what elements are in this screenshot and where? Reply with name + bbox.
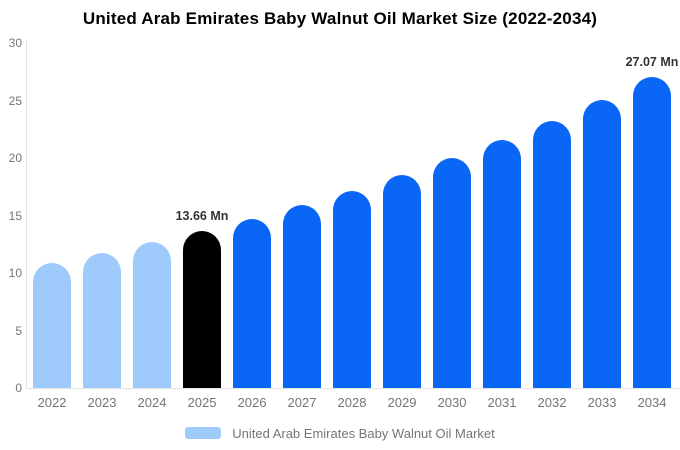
bar-2024[interactable] — [133, 242, 171, 388]
legend[interactable]: United Arab Emirates Baby Walnut Oil Mar… — [0, 425, 680, 441]
bar-slot-2034: 2034 27.07 Mn — [625, 43, 679, 410]
x-axis-label-2024: 2024 — [137, 395, 167, 410]
x-axis-label-2028: 2028 — [337, 395, 367, 410]
y-axis-line — [26, 40, 27, 389]
bar-slot-2032: 2032 — [527, 43, 577, 410]
bar-slot-2030: 2030 — [427, 43, 477, 410]
bar-slot-2031: 2031 — [477, 43, 527, 410]
x-axis-label-2027: 2027 — [287, 395, 317, 410]
x-axis-label-2032: 2032 — [537, 395, 567, 410]
bars-container: 2022 2023 2024 2025 13.66 Mn 2026 2027 2028 2029… — [27, 43, 679, 410]
bar-2029[interactable] — [383, 175, 421, 388]
bar-slot-2028: 2028 — [327, 43, 377, 410]
x-axis-label-2026: 2026 — [237, 395, 267, 410]
x-axis-label-2022: 2022 — [37, 395, 67, 410]
bar-slot-2025: 2025 13.66 Mn — [175, 43, 229, 410]
value-label-2025: 13.66 Mn — [175, 208, 229, 223]
bar-2027[interactable] — [283, 205, 321, 388]
x-axis-label-2030: 2030 — [437, 395, 467, 410]
legend-swatch — [185, 427, 222, 439]
bar-2034[interactable] — [633, 76, 671, 388]
x-axis-label-2031: 2031 — [487, 395, 517, 410]
bar-2033[interactable] — [583, 99, 621, 388]
y-axis-tick-20: 20 — [8, 151, 22, 165]
x-axis-label-2023: 2023 — [87, 395, 117, 410]
bar-2031[interactable] — [483, 140, 521, 388]
bar-slot-2029: 2029 — [377, 43, 427, 410]
bar-2026[interactable] — [233, 218, 271, 388]
x-axis-label-2029: 2029 — [387, 395, 417, 410]
chart-title: United Arab Emirates Baby Walnut Oil Mar… — [82, 9, 598, 28]
y-axis-tick-15: 15 — [8, 208, 22, 223]
bar-slot-2033: 2033 — [577, 43, 627, 410]
y-axis-tick-0: 0 — [15, 381, 22, 395]
bar-2028[interactable] — [333, 190, 371, 388]
bar-slot-2024: 2024 — [127, 43, 177, 410]
legend-label: United Arab Emirates Baby Walnut Oil Mar… — [232, 425, 495, 441]
bar-2023[interactable] — [83, 253, 121, 388]
bar-slot-2022: 2022 — [27, 43, 77, 410]
bar-2032[interactable] — [533, 120, 571, 388]
bar-2030[interactable] — [433, 158, 471, 388]
y-axis-tick-30: 30 — [8, 36, 22, 50]
y-axis-tick-10: 10 — [8, 266, 22, 280]
y-axis-tick-5: 5 — [15, 323, 22, 338]
bar-slot-2026: 2026 — [227, 43, 277, 410]
bar-2025[interactable] — [183, 230, 221, 388]
x-axis-label-2034: 2034 — [637, 395, 667, 410]
y-axis-tick-25: 25 — [8, 93, 22, 108]
value-label-2034: 27.07 Mn — [625, 54, 679, 69]
bar-2022[interactable] — [33, 263, 71, 388]
x-axis-label-2033: 2033 — [587, 395, 617, 410]
bar-slot-2027: 2027 — [277, 43, 327, 410]
x-axis-label-2025: 2025 — [187, 395, 217, 410]
bar-slot-2023: 2023 — [77, 43, 127, 410]
x-axis-baseline — [26, 388, 680, 389]
